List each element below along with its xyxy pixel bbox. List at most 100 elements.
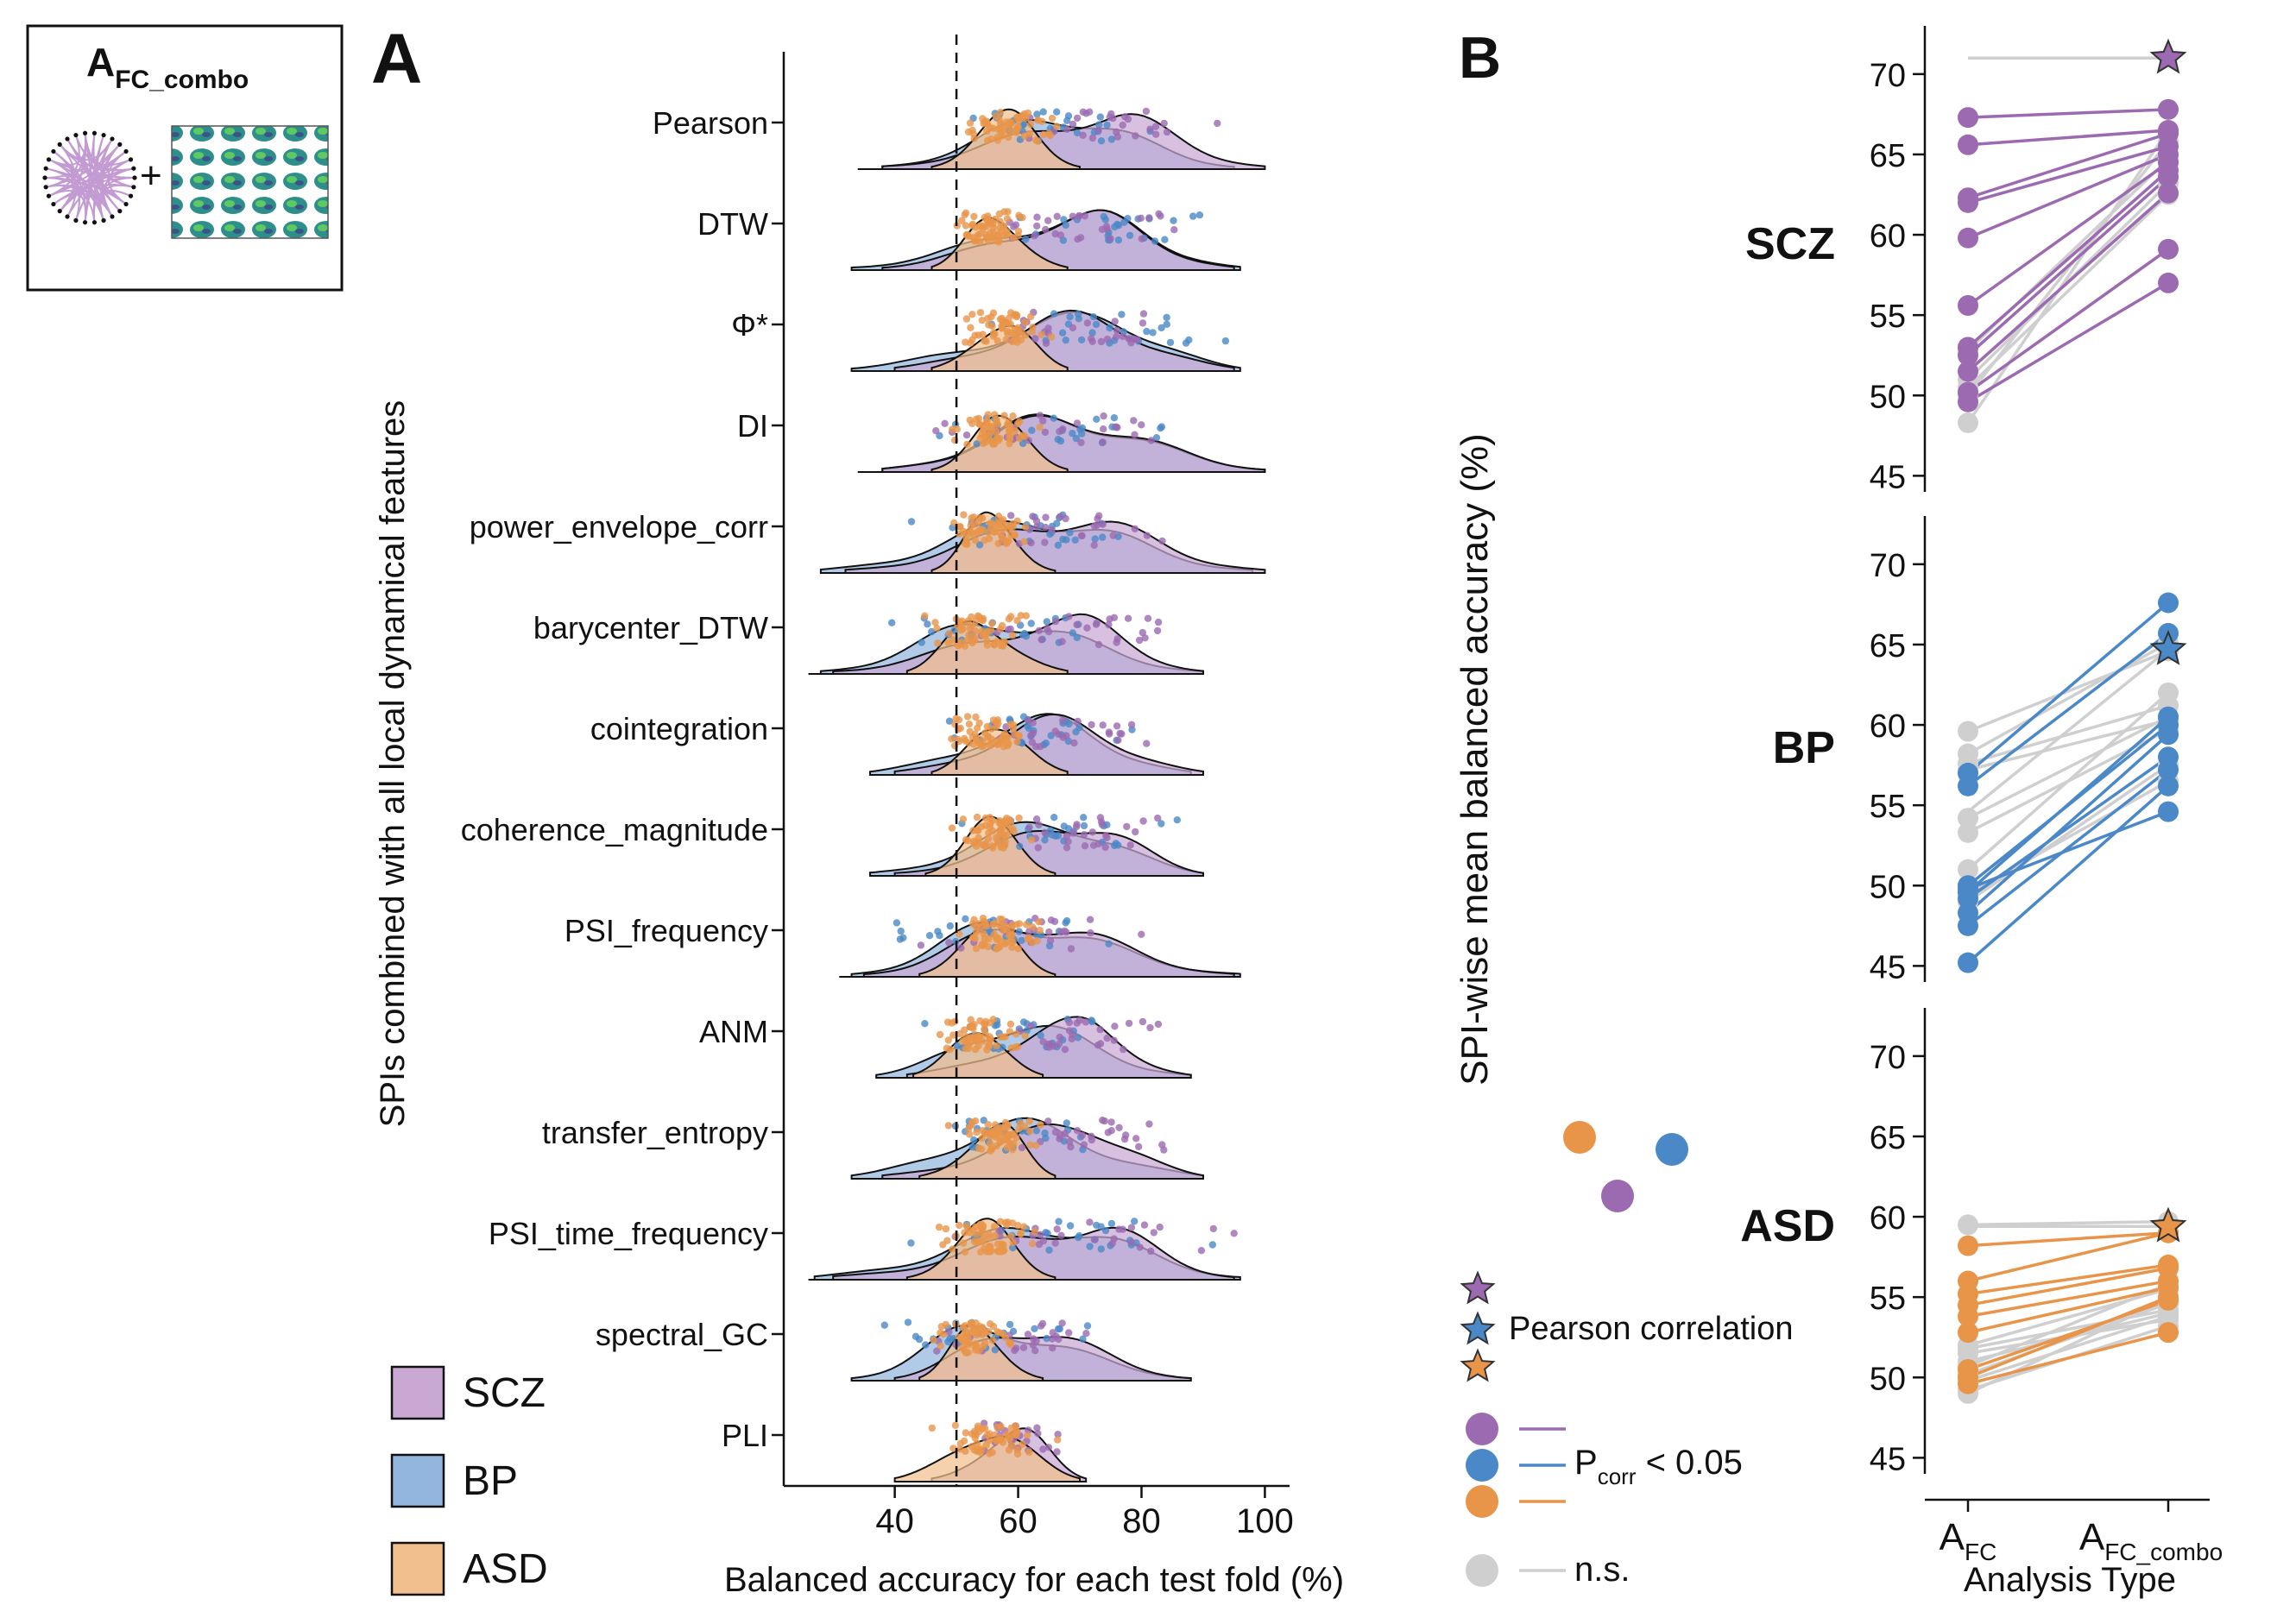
point-scz	[1111, 318, 1119, 325]
point-scz	[1037, 1231, 1044, 1239]
point-scz	[1105, 728, 1113, 736]
point-asd	[975, 920, 983, 928]
point-scz	[1035, 1240, 1044, 1249]
point-asd	[1024, 1432, 1031, 1439]
ns-line	[1967, 715, 2169, 820]
point-scz	[1110, 1036, 1118, 1044]
point-asd	[1000, 1246, 1008, 1255]
point-asd	[994, 539, 1002, 548]
point-scz	[1073, 1127, 1082, 1135]
sig-line-bp	[1966, 715, 2170, 894]
point-bp	[953, 1042, 962, 1050]
point-asd	[969, 513, 978, 521]
point-asd	[968, 311, 976, 318]
panel-a-y-tick-label: Φ*	[731, 307, 768, 343]
point-bp	[1025, 725, 1033, 733]
point-asd	[956, 1445, 964, 1453]
sig-line-scz	[1966, 169, 2170, 349]
point-asd	[981, 1130, 989, 1137]
point-bp	[1111, 223, 1119, 231]
point-asd	[998, 921, 1006, 928]
point-scz	[1143, 740, 1151, 747]
point-asd	[999, 1331, 1007, 1338]
point-asd	[1003, 126, 1011, 135]
point-asd	[962, 315, 971, 323]
point-bp	[1050, 414, 1057, 422]
point-asd	[1021, 523, 1030, 531]
panel-b-group-label-scz: SCZ	[1745, 219, 1835, 269]
point-asd	[1009, 1219, 1017, 1227]
point-asd	[1048, 114, 1057, 123]
panel-b-y-tick-label: 45	[1870, 949, 1906, 985]
point-scz	[1139, 310, 1148, 318]
connectome-node	[123, 201, 129, 207]
point-bp	[893, 919, 901, 927]
legend-b-sig-label: Pcorr < 0.05	[1574, 1444, 1743, 1489]
point-asd	[993, 934, 1000, 941]
point-bp	[991, 1346, 1000, 1354]
point-scz	[1135, 1142, 1143, 1151]
point-bp	[1074, 1034, 1082, 1042]
panel-b-y-tick-label: 65	[1870, 628, 1906, 664]
sig-line-scz	[1967, 144, 2169, 205]
point-scz	[1110, 1235, 1118, 1243]
point-scz	[1034, 1430, 1042, 1438]
sig-point-bp	[2158, 724, 2179, 746]
point-asd	[996, 1218, 1005, 1225]
point-asd	[949, 1445, 957, 1452]
point-bp	[1189, 212, 1197, 220]
point-asd	[961, 642, 969, 650]
point-asd	[942, 1224, 950, 1233]
point-asd	[1021, 1032, 1029, 1040]
point-asd	[930, 1336, 937, 1344]
point-scz	[1034, 844, 1043, 852]
point-scz	[1152, 130, 1160, 138]
legend-b-star-asd	[1460, 1348, 1496, 1382]
point-asd	[962, 737, 969, 745]
point-asd	[1006, 827, 1013, 834]
panel-b-y-tick-label: 60	[1870, 1200, 1906, 1237]
point-asd	[989, 1323, 998, 1331]
point-asd	[970, 916, 978, 924]
point-scz	[1042, 225, 1050, 234]
point-scz	[1035, 626, 1044, 634]
point-scz	[1011, 1346, 1019, 1355]
point-asd	[989, 1016, 998, 1023]
ns-line	[1967, 1297, 2169, 1395]
point-scz	[1113, 639, 1120, 646]
point-asd	[967, 1034, 975, 1042]
sig-line-asd	[1967, 1266, 2169, 1307]
point-bp	[904, 1319, 912, 1326]
connectome-node	[46, 157, 52, 162]
connectome-node	[51, 148, 56, 154]
point-bp	[1053, 108, 1061, 116]
point-bp	[1088, 1017, 1095, 1024]
point-scz	[1051, 230, 1059, 238]
point-asd	[966, 624, 974, 633]
point-scz	[1048, 526, 1056, 534]
point-asd	[994, 238, 1003, 246]
point-asd	[945, 629, 954, 638]
point-asd	[961, 1248, 969, 1256]
point-asd	[990, 1223, 999, 1231]
point-asd	[1035, 918, 1043, 926]
point-scz	[1067, 945, 1075, 953]
point-asd	[979, 737, 987, 745]
point-asd	[970, 1237, 979, 1246]
point-scz	[1042, 513, 1050, 521]
point-asd	[1013, 419, 1022, 428]
ns-line	[1967, 1314, 2169, 1382]
point-asd	[993, 836, 1001, 845]
point-asd	[1015, 814, 1023, 822]
point-asd	[962, 209, 970, 217]
point-asd	[1001, 837, 1009, 846]
ns-line	[1966, 129, 2170, 424]
point-scz	[1031, 232, 1038, 240]
point-bp	[925, 932, 934, 940]
point-asd	[956, 523, 964, 531]
sig-line-bp	[1966, 784, 2170, 964]
point-scz	[1099, 520, 1107, 528]
point-asd	[995, 210, 1004, 218]
connectome-edge	[48, 167, 135, 198]
point-bp	[1101, 216, 1110, 223]
